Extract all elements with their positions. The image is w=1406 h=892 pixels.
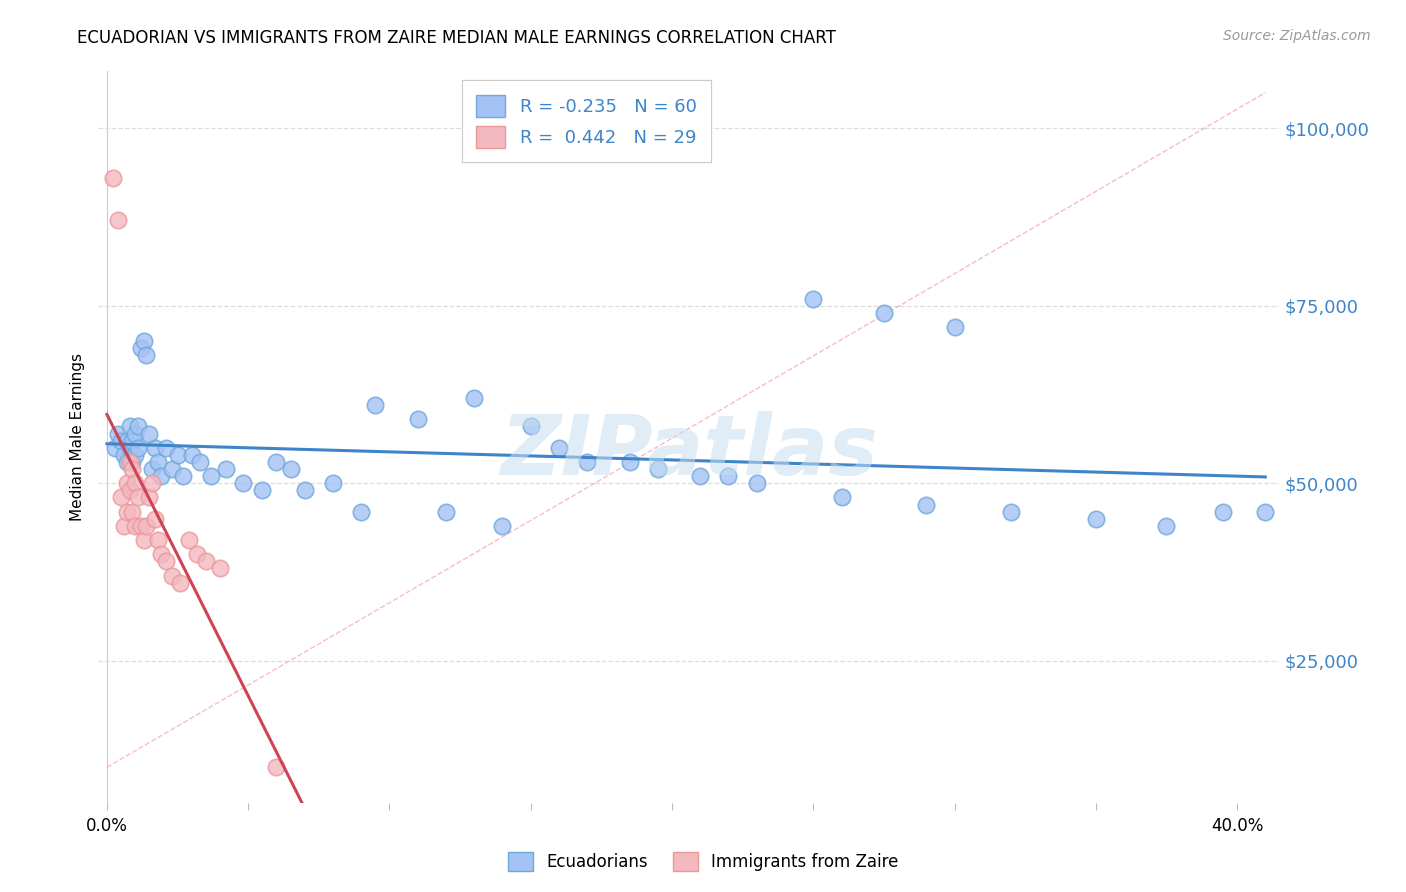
Point xyxy=(129,341,152,355)
Point xyxy=(350,505,373,519)
Point xyxy=(266,760,288,774)
Point xyxy=(364,398,387,412)
Point xyxy=(689,469,711,483)
Point xyxy=(166,448,188,462)
Point xyxy=(146,455,169,469)
Text: ZIPatlas: ZIPatlas xyxy=(501,411,877,492)
Point xyxy=(252,483,274,498)
Point xyxy=(177,533,200,547)
Legend: R = -0.235   N = 60, R =  0.442   N = 29: R = -0.235 N = 60, R = 0.442 N = 29 xyxy=(461,80,711,162)
Point xyxy=(141,476,163,491)
Point xyxy=(169,575,191,590)
Point xyxy=(138,491,160,505)
Point xyxy=(280,462,302,476)
Point xyxy=(1156,519,1178,533)
Point xyxy=(115,476,138,491)
Point xyxy=(186,547,208,561)
Point xyxy=(188,455,211,469)
Point xyxy=(132,334,155,349)
Point xyxy=(127,441,149,455)
Point xyxy=(322,476,344,491)
Point xyxy=(124,476,146,491)
Point xyxy=(619,455,641,469)
Point xyxy=(180,448,202,462)
Legend: Ecuadorians, Immigrants from Zaire: Ecuadorians, Immigrants from Zaire xyxy=(499,843,907,880)
Point xyxy=(149,469,172,483)
Point xyxy=(200,469,222,483)
Point xyxy=(138,426,160,441)
Point xyxy=(121,434,143,448)
Point xyxy=(463,391,485,405)
Point xyxy=(266,455,288,469)
Point xyxy=(491,519,513,533)
Point xyxy=(647,462,669,476)
Y-axis label: Median Male Earnings: Median Male Earnings xyxy=(70,353,86,521)
Point xyxy=(915,498,938,512)
Point xyxy=(155,554,177,568)
Point xyxy=(143,441,166,455)
Point xyxy=(115,505,138,519)
Point xyxy=(121,505,143,519)
Point xyxy=(745,476,768,491)
Point xyxy=(1254,505,1277,519)
Point xyxy=(943,320,966,334)
Text: Source: ZipAtlas.com: Source: ZipAtlas.com xyxy=(1223,29,1371,43)
Point xyxy=(149,547,172,561)
Point xyxy=(104,441,127,455)
Point xyxy=(231,476,253,491)
Point xyxy=(112,448,135,462)
Point xyxy=(121,462,143,476)
Point xyxy=(146,533,169,547)
Point xyxy=(110,434,132,448)
Point xyxy=(121,455,143,469)
Point xyxy=(132,533,155,547)
Point xyxy=(208,561,231,575)
Point xyxy=(127,491,149,505)
Point xyxy=(160,568,183,582)
Point xyxy=(141,462,163,476)
Point xyxy=(1084,512,1107,526)
Point xyxy=(124,426,146,441)
Point xyxy=(135,348,157,362)
Point xyxy=(172,469,194,483)
Point xyxy=(873,306,896,320)
Point xyxy=(115,455,138,469)
Point xyxy=(406,412,429,426)
Point xyxy=(124,448,146,462)
Point xyxy=(801,292,824,306)
Point xyxy=(107,426,129,441)
Point xyxy=(143,512,166,526)
Point xyxy=(124,519,146,533)
Point xyxy=(127,419,149,434)
Point xyxy=(155,441,177,455)
Point xyxy=(1000,505,1022,519)
Point xyxy=(135,519,157,533)
Point xyxy=(434,505,457,519)
Point xyxy=(118,441,141,455)
Point xyxy=(831,491,853,505)
Point xyxy=(519,419,541,434)
Point xyxy=(129,519,152,533)
Point xyxy=(1212,505,1234,519)
Point xyxy=(717,469,740,483)
Point xyxy=(294,483,316,498)
Point xyxy=(194,554,217,568)
Point xyxy=(214,462,236,476)
Point xyxy=(576,455,599,469)
Point xyxy=(548,441,571,455)
Point xyxy=(110,491,132,505)
Point xyxy=(160,462,183,476)
Point xyxy=(118,419,141,434)
Point xyxy=(112,519,135,533)
Point xyxy=(118,483,141,498)
Text: ECUADORIAN VS IMMIGRANTS FROM ZAIRE MEDIAN MALE EARNINGS CORRELATION CHART: ECUADORIAN VS IMMIGRANTS FROM ZAIRE MEDI… xyxy=(77,29,837,46)
Point xyxy=(115,434,138,448)
Point xyxy=(101,170,124,185)
Point xyxy=(107,213,129,227)
Point xyxy=(118,455,141,469)
